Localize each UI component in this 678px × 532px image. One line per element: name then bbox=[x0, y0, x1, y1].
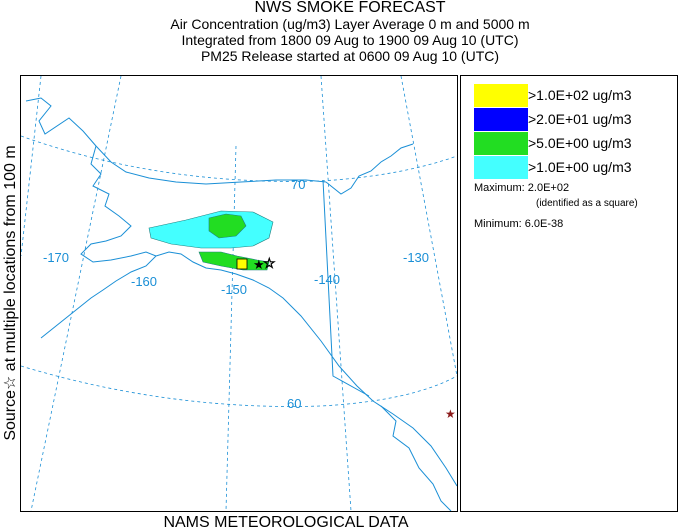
forecast-title: NWS SMOKE FORECAST bbox=[254, 0, 446, 16]
source-side-label: Source☆ at multiple locations from 100 m bbox=[2, 144, 19, 441]
source-star-outline-icon: ☆ bbox=[263, 255, 276, 271]
west-coast bbox=[80, 145, 157, 263]
longitude-label-130: -130 bbox=[403, 250, 429, 265]
plume-above-5 bbox=[208, 213, 247, 239]
legend-swatch bbox=[474, 84, 528, 107]
legend-entry: >2.0E+01 ug/m3 bbox=[474, 108, 674, 131]
concentration-subtitle: Air Concentration (ug/m3) Layer Average … bbox=[170, 16, 530, 32]
legend-entry: >1.0E+00 ug/m3 bbox=[474, 156, 674, 179]
gulf-coast bbox=[155, 251, 457, 487]
border-line bbox=[322, 179, 370, 397]
canadian-arctic-coast bbox=[325, 143, 414, 195]
source-star-southeast-icon: ★ bbox=[445, 407, 456, 421]
alaska-peninsula bbox=[40, 255, 157, 339]
maximum-value: Maximum: 2.0E+02 bbox=[474, 182, 570, 194]
source-locations: ★ ☆ ★ bbox=[236, 255, 456, 421]
longitude-130-line bbox=[400, 76, 457, 377]
legend-label: >1.0E+00 ug/m3 bbox=[528, 159, 632, 175]
longitude-label-140: -140 bbox=[314, 272, 340, 287]
legend-swatch bbox=[474, 156, 528, 179]
latitude-label-70: 70 bbox=[291, 177, 305, 192]
release-time: PM25 Release started at 0600 09 Aug 10 (… bbox=[200, 48, 500, 64]
legend-panel: >1.0E+02 ug/m3 >2.0E+01 ug/m3 >5.0E+00 u… bbox=[460, 75, 678, 512]
longitude-170-line bbox=[21, 76, 42, 257]
smoke-plume bbox=[148, 210, 274, 271]
maximum-square-marker bbox=[236, 258, 248, 270]
longitude-label-170: -170 bbox=[43, 250, 69, 265]
minimum-value: Minimum: 6.0E-38 bbox=[474, 218, 564, 230]
longitude-150-line bbox=[225, 145, 237, 511]
longitude-140-line bbox=[320, 76, 352, 511]
panhandle-coast bbox=[380, 405, 452, 511]
legend-label: >5.0E+00 ug/m3 bbox=[528, 135, 632, 151]
arctic-coast bbox=[25, 97, 327, 185]
coastline bbox=[25, 97, 457, 511]
graticule bbox=[21, 76, 457, 511]
longitude-160-line bbox=[30, 76, 122, 511]
title-block: NWS SMOKE FORECAST Air Concentration (ug… bbox=[20, 0, 678, 64]
integration-period: Integrated from 1800 09 Aug to 1900 09 A… bbox=[181, 32, 519, 48]
source-star-icon: ★ bbox=[253, 257, 265, 272]
maximum-note: (identified as a square) bbox=[536, 198, 638, 209]
legend-entry: >5.0E+00 ug/m3 bbox=[474, 132, 674, 155]
meteorological-data-label: NAMS METEOROLOGICAL DATA bbox=[163, 514, 409, 531]
legend-label: >2.0E+01 ug/m3 bbox=[528, 111, 632, 127]
legend-label: >1.0E+02 ug/m3 bbox=[528, 87, 632, 103]
latitude-70-line bbox=[21, 135, 457, 182]
legend-entry: >1.0E+02 ug/m3 bbox=[474, 84, 674, 107]
source-side-label-container: Source☆ at multiple locations from 100 m bbox=[0, 75, 20, 510]
alaska-map: 70 60 -170 -160 -150 -140 -130 ★ ☆ ★ bbox=[21, 76, 457, 511]
longitude-label-160: -160 bbox=[131, 274, 157, 289]
latitude-60-line bbox=[21, 365, 457, 407]
legend-swatch bbox=[474, 108, 528, 131]
latitude-label-60: 60 bbox=[287, 396, 301, 411]
plume-band-south bbox=[198, 251, 270, 271]
longitude-label-150: -150 bbox=[221, 282, 247, 297]
legend-swatch bbox=[474, 132, 528, 155]
map-panel: 70 60 -170 -160 -150 -140 -130 ★ ☆ ★ bbox=[20, 75, 458, 512]
